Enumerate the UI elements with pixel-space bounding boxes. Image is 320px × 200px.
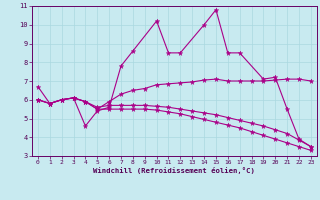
X-axis label: Windchill (Refroidissement éolien,°C): Windchill (Refroidissement éolien,°C)	[93, 167, 255, 174]
